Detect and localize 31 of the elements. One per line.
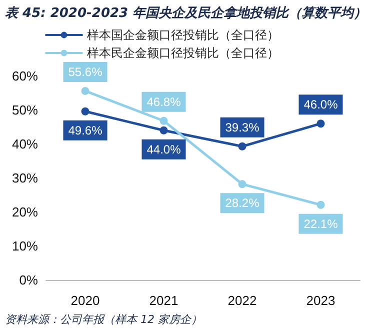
point: [160, 116, 168, 125]
data-label: 55.6%: [68, 64, 103, 79]
data-label: 22.1%: [304, 216, 338, 231]
point: [316, 200, 325, 209]
x-tick-label: 2023: [306, 293, 336, 308]
point: [238, 142, 246, 150]
x-tick-label: 2020: [70, 293, 100, 308]
y-tick-label: 0%: [19, 272, 38, 288]
data-label: 46.8%: [146, 94, 182, 109]
data-label: 28.2%: [225, 196, 260, 210]
legend-label: 样本民企金额口径投销比（全口径）: [87, 46, 279, 60]
y-tick-label: 20%: [12, 204, 38, 220]
chart-title: 表 45: 2020-2023 年国央企及民企拿地投销比（算数平均）: [5, 5, 367, 21]
y-tick-label: 10%: [12, 238, 38, 254]
point: [160, 126, 168, 134]
x-tick-label: 2021: [149, 293, 178, 308]
point: [81, 107, 90, 116]
point: [316, 120, 325, 128]
y-tick-label: 60%: [12, 68, 38, 84]
data-label: 46.0%: [304, 98, 338, 112]
data-label: 44.0%: [146, 142, 182, 156]
point: [238, 180, 246, 188]
x-tick-label: 2022: [228, 293, 257, 308]
legend-label: 样本国企金额口径投销比（全口径）: [87, 28, 279, 42]
y-tick-label: 40%: [12, 136, 38, 152]
data-label: 39.3%: [225, 120, 260, 134]
y-tick-label: 30%: [12, 170, 38, 186]
y-tick-label: 50%: [12, 102, 38, 118]
point: [81, 86, 90, 95]
data-label: 49.6%: [68, 123, 103, 138]
text: 资料来源：公司年报（样本 12 家房企）: [5, 313, 202, 326]
